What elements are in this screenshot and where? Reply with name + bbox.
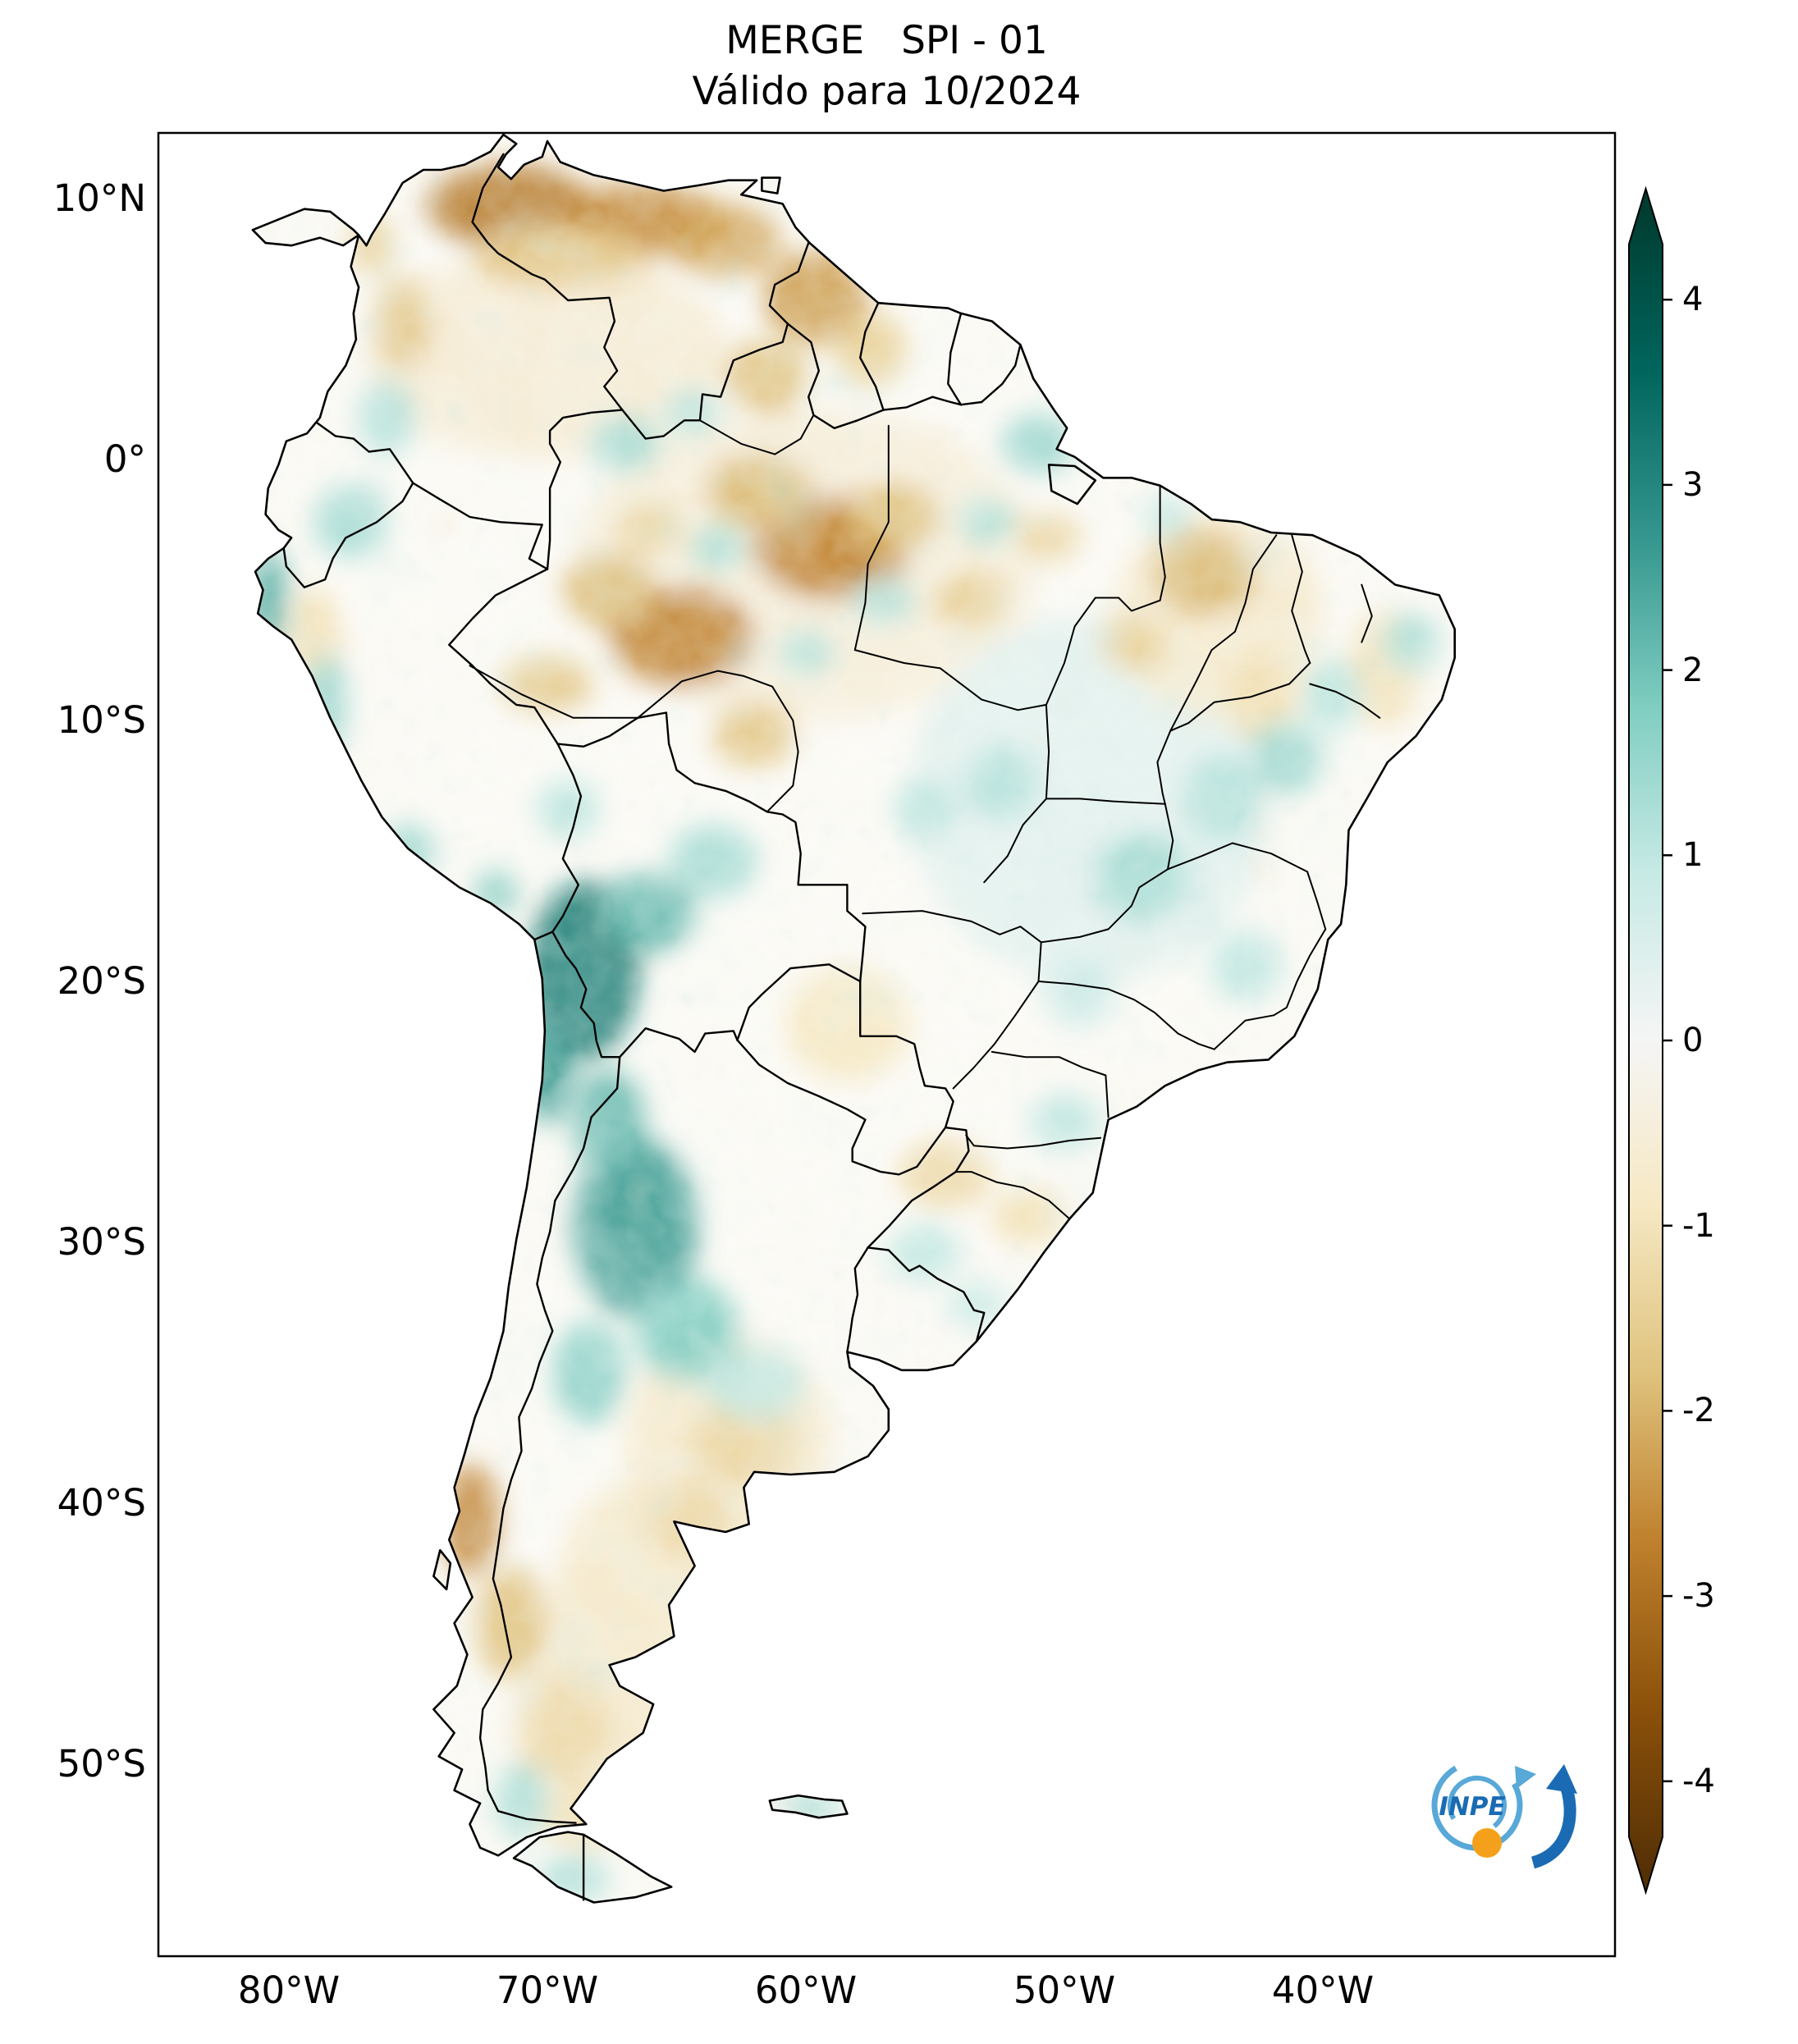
logo-orange-dot-icon [1472, 1828, 1502, 1858]
inpe-logo: INPE [1431, 1759, 1577, 1869]
chart-subtitle: Válido para 10/2024 [692, 69, 1082, 114]
logo-big-arrowhead-icon [1546, 1764, 1577, 1794]
logo-swirl-inner [1448, 1776, 1507, 1835]
colorbar-tick-marks [1663, 298, 1672, 1783]
logo-swirl-arrowhead-icon [1515, 1766, 1536, 1789]
colorbar-gradient [1628, 185, 1663, 1895]
coastline [251, 133, 1456, 1904]
chart-title: MERGE SPI - 01 [725, 18, 1048, 63]
political-borders [282, 153, 1381, 1901]
plot-frame [157, 131, 1617, 1958]
inpe-logo-text: INPE [1439, 1792, 1505, 1822]
colorbar [1628, 185, 1672, 1895]
